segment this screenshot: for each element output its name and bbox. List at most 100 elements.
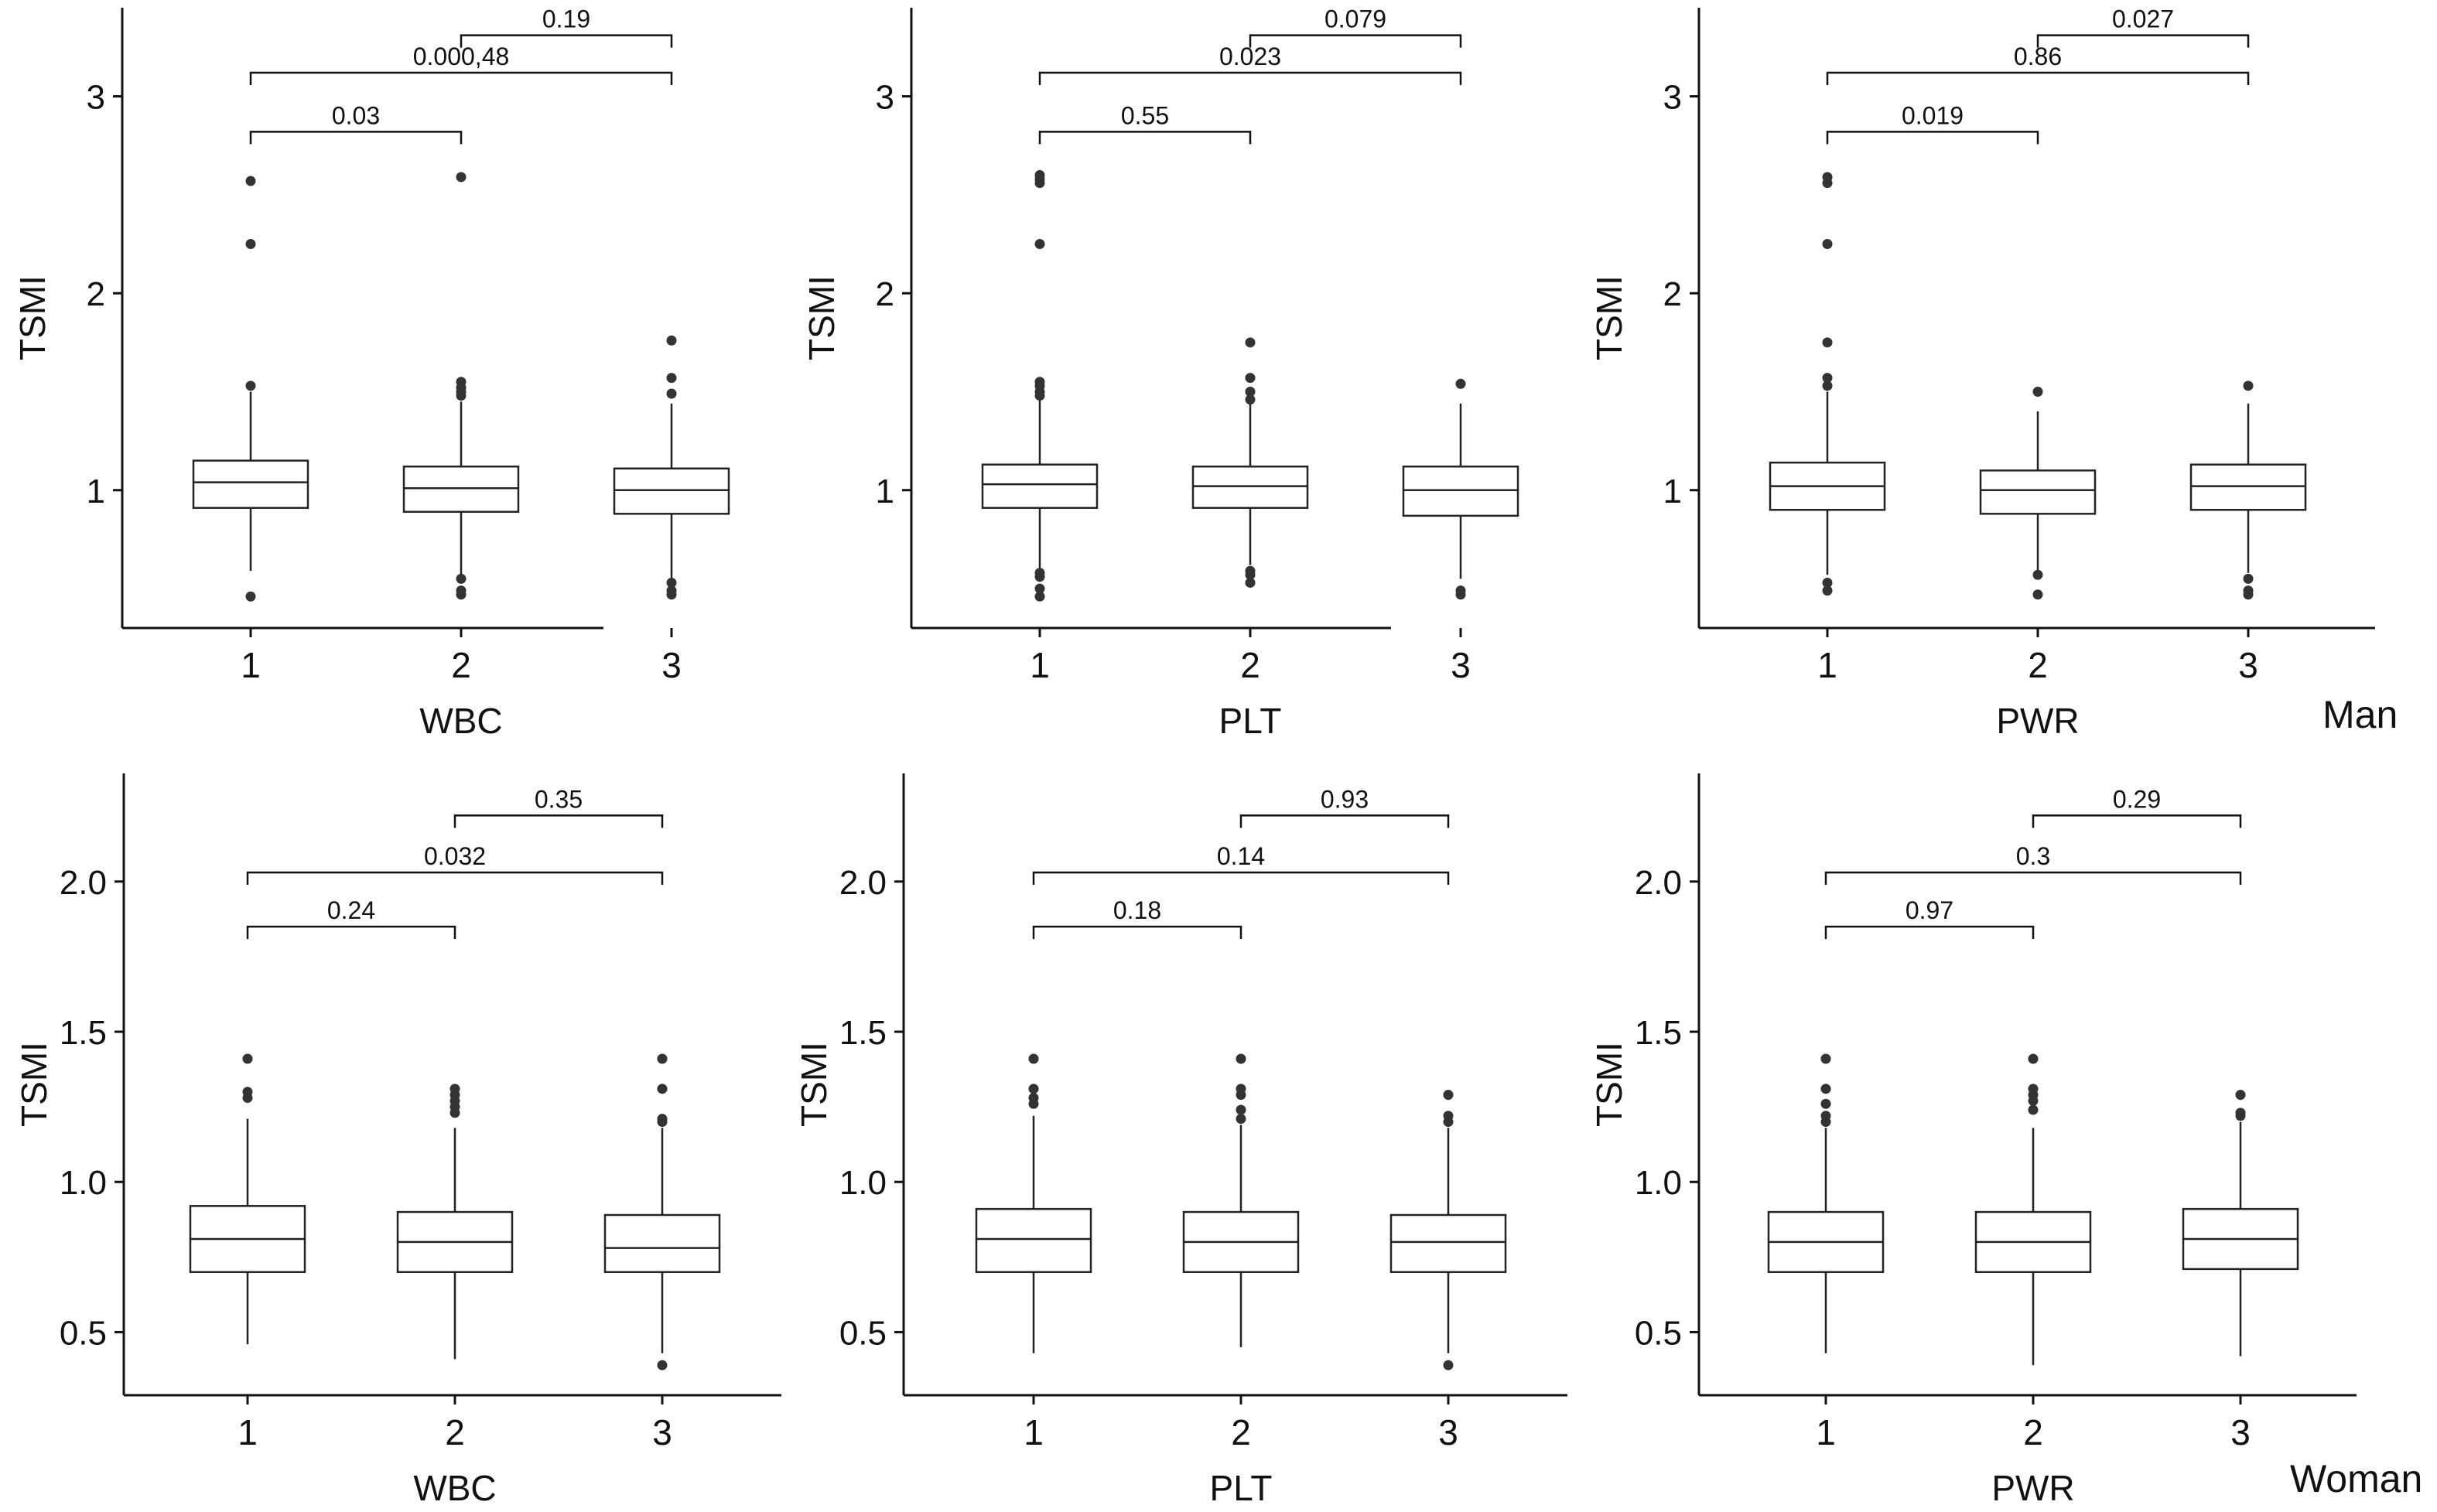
box-3 (603, 1053, 721, 1370)
box-1 (975, 1053, 1092, 1353)
bracket-line (1032, 871, 1450, 886)
box-iqr (603, 1213, 721, 1274)
outlier-point (245, 591, 256, 602)
panel-6: 0.5 1.0 1.5 2.0 1 2 3 PWR TSMI 0.97 0.3 0.29 (1589, 773, 2357, 1508)
outlier-point (1822, 577, 1833, 588)
comparison-bracket: 0.019 (1826, 101, 2039, 145)
outlier-point (1822, 373, 1833, 384)
x-tick-label: 1 (1817, 645, 1837, 685)
panel-1: 1 2 3 1 2 3 WBC TSMI 0.03 0.000,48 0.19 (12, 5, 730, 741)
p-value-label: 0.97 (1906, 896, 1953, 924)
outlier-point (657, 1360, 668, 1370)
y-tick-label: 1 (1663, 473, 1682, 510)
bracket-line (1826, 131, 2039, 145)
bracket-line (1038, 71, 1462, 86)
outlier-point (2243, 585, 2254, 596)
comparison-bracket: 0.24 (246, 896, 456, 940)
p-value-label: 0.032 (424, 842, 486, 870)
outlier-point (1443, 1111, 1454, 1121)
panel-2: 1 2 3 1 2 3 PLT TSMI 0.55 0.023 0.079 (802, 5, 1519, 741)
y-axis-title: TSMI (1589, 275, 1629, 360)
outlier-point (1034, 568, 1045, 579)
outlier-point (1245, 394, 1256, 405)
y-tick-label: 0.5 (839, 1314, 887, 1352)
x-tick-label: 1 (241, 645, 261, 685)
outlier-point (1820, 1053, 1831, 1064)
comparison-bracket: 0.55 (1038, 101, 1252, 145)
bracket-line (2036, 34, 2250, 48)
x-tick-label: 1 (1816, 1412, 1836, 1452)
panel-5: 0.5 1.0 1.5 2.0 1 2 3 PLT TSMI 0.18 0.14 0.93 (794, 773, 1567, 1508)
comparison-bracket: 0.18 (1032, 896, 1242, 940)
box-3 (1402, 378, 1519, 600)
outlier-point (1028, 1053, 1039, 1064)
y-tick-label: 3 (87, 79, 105, 117)
comparison-bracket: 0.14 (1032, 842, 1450, 886)
y-tick-label: 2 (87, 275, 105, 313)
x-tick-label: 3 (652, 1412, 672, 1452)
p-value-label: 0.14 (1217, 842, 1265, 870)
y-axis-title: TSMI (802, 275, 842, 360)
x-axis-title: PWR (1996, 701, 2079, 741)
outlier-point (1245, 373, 1256, 384)
y-tick-label: 1 (87, 473, 105, 510)
comparison-bracket: 0.023 (1038, 43, 1462, 86)
x-tick-label: 3 (661, 645, 682, 685)
comparison-bracket: 0.027 (2036, 5, 2250, 48)
outlier-point (1455, 378, 1466, 389)
x-axis-title: PLT (1210, 1468, 1273, 1508)
outlier-point (666, 577, 677, 588)
outlier-point (1034, 169, 1045, 180)
bracket-line (246, 925, 456, 940)
x-tick-label: 1 (238, 1412, 258, 1452)
outlier-point (245, 239, 256, 250)
p-value-label: 0.03 (332, 101, 380, 129)
y-axis-title: TSMI (1589, 1042, 1629, 1127)
outlier-point (657, 1053, 668, 1064)
outlier-point (1245, 386, 1256, 397)
outlier-point (456, 585, 467, 596)
box-3 (613, 335, 730, 600)
comparison-bracket: 0.3 (1824, 842, 2242, 886)
outlier-point (1245, 565, 1256, 576)
box-3 (1389, 1090, 1507, 1370)
y-axis-title: TSMI (12, 275, 53, 360)
box-iqr (981, 463, 1099, 509)
bracket-line (249, 71, 673, 86)
outlier-point (242, 1053, 253, 1064)
box-iqr (613, 467, 730, 515)
box-iqr (975, 1207, 1092, 1274)
outlier-point (666, 335, 677, 346)
x-axis-title: PLT (1219, 701, 1282, 741)
outlier-point (1443, 1090, 1454, 1101)
outlier-point (1822, 239, 1833, 250)
y-tick-label: 1.0 (839, 1164, 887, 1202)
y-tick-label: 1.5 (839, 1014, 887, 1052)
y-tick-label: 0.5 (60, 1314, 107, 1352)
box-1 (192, 176, 309, 602)
y-tick-label: 1.0 (1635, 1164, 1682, 1202)
outlier-point (2032, 386, 2043, 397)
outlier-point (1028, 1084, 1039, 1094)
comparison-bracket: 0.19 (460, 5, 673, 48)
bracket-line (453, 814, 664, 828)
y-tick-label: 1.5 (60, 1014, 107, 1052)
box-3 (2189, 381, 2307, 600)
box-iqr (1402, 465, 1519, 517)
outlier-point (245, 381, 256, 391)
x-tick-label: 2 (445, 1412, 465, 1452)
comparison-bracket: 0.97 (1824, 896, 2035, 940)
outlier-point (449, 1084, 460, 1094)
y-tick-label: 2 (1663, 275, 1682, 313)
y-tick-label: 3 (876, 79, 894, 117)
comparison-bracket: 0.29 (2032, 785, 2242, 828)
bracket-line (1824, 925, 2035, 940)
x-axis-title: PWR (1991, 1468, 2074, 1508)
outlier-point (1245, 577, 1256, 588)
x-tick-label: 2 (1240, 645, 1260, 685)
outlier-point (657, 1114, 668, 1125)
p-value-label: 0.18 (1113, 896, 1161, 924)
x-tick-label: 1 (1030, 645, 1050, 685)
outlier-point (1236, 1114, 1246, 1125)
outlier-point (1443, 1360, 1454, 1370)
